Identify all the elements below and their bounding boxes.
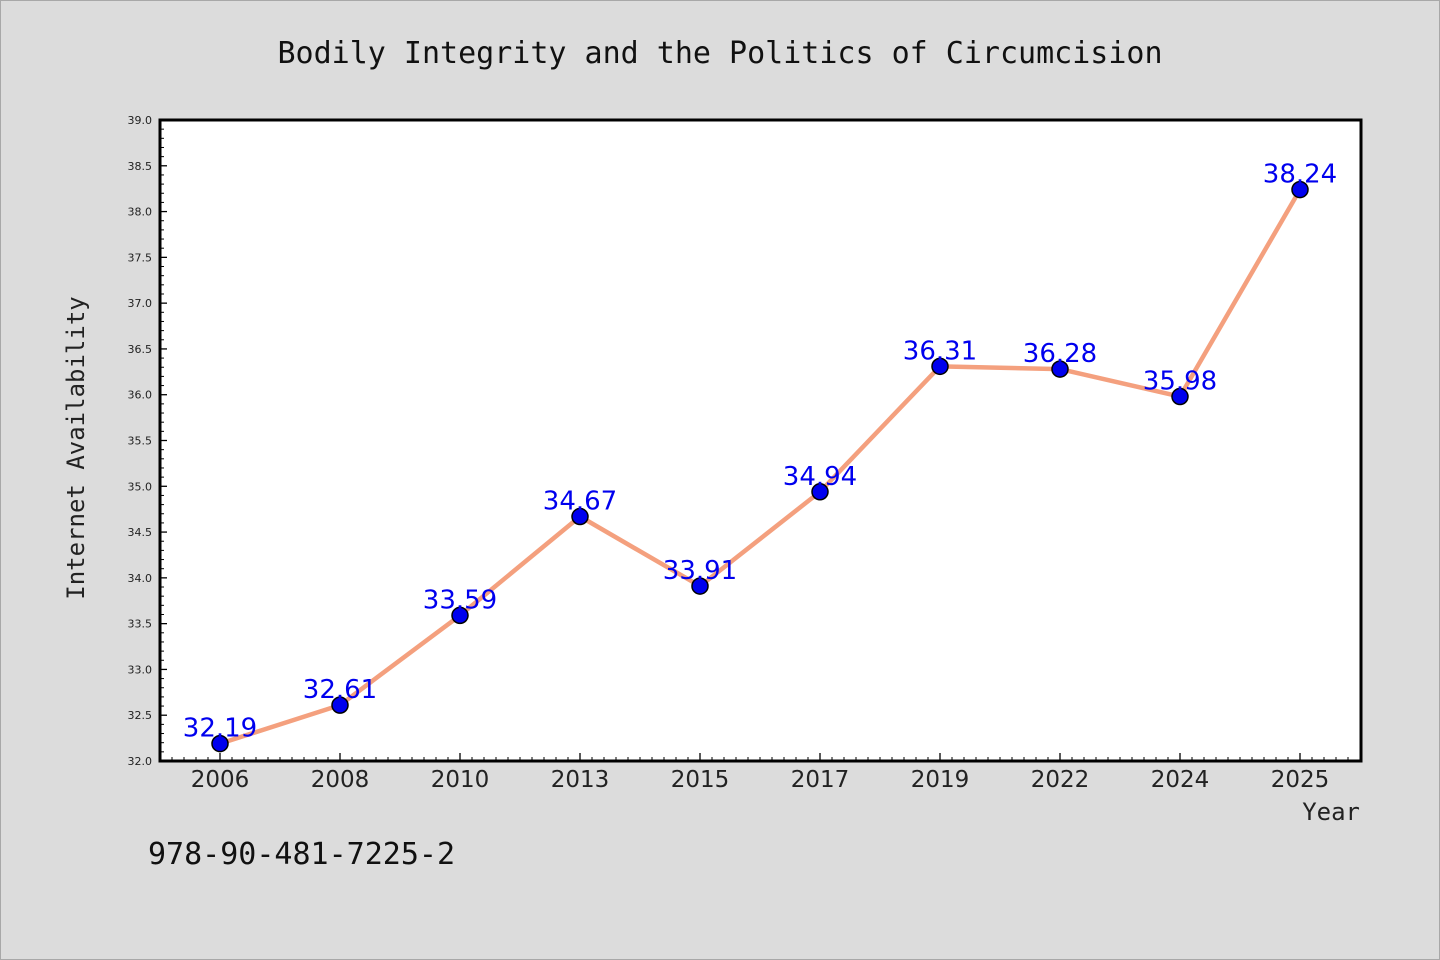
data-label: 34.67 [543,487,617,517]
x-tick-label: 2017 [791,767,850,793]
plot-border [158,118,1363,763]
x-tick-label: 2015 [671,767,730,793]
y-tick-label: 33.5 [128,618,153,631]
x-tick-label: 2010 [431,767,490,793]
data-point [931,357,949,376]
data-label: 36.28 [1023,339,1097,369]
x-tick-label: 2025 [1271,767,1330,793]
data-point [1051,360,1069,378]
y-tick-label: 37.0 [128,297,153,310]
data-point [331,696,349,714]
y-axis-label: Internet Availability [62,296,90,599]
data-label: 34.94 [783,462,857,492]
x-tick-label: 2024 [1151,767,1210,793]
y-tick-label: 34.5 [128,526,153,539]
data-label: 33.59 [423,585,497,615]
data-label: 38.24 [1263,160,1337,190]
x-tick-label: 2013 [551,767,610,793]
data-point [1291,180,1309,199]
y-tick-label: 36.5 [128,343,153,356]
y-tick-label: 37.5 [128,251,153,264]
y-tick-label: 32.5 [128,709,153,722]
y-tick-label: 36.0 [128,389,153,402]
y-tick-label: 35.0 [128,480,153,493]
x-tick-label: 2022 [1031,767,1090,793]
data-point [211,734,229,753]
x-axis-label: Year [1302,798,1360,826]
y-tick-label: 38.0 [128,206,153,219]
x-tick-label: 2008 [311,767,370,793]
x-tick-label: 2019 [911,767,970,793]
x-tick-label: 2006 [191,767,250,793]
data-point [451,606,469,625]
data-label: 35.98 [1143,367,1217,397]
series-markers [211,180,1309,753]
y-tick-label: 32.0 [128,755,153,768]
y-tick-label: 39.0 [128,114,153,127]
data-label: 33.91 [663,556,737,586]
data-label: 36.31 [903,336,977,366]
data-point [691,577,709,595]
chart-title: Bodily Integrity and the Politics of Cir… [277,36,1162,71]
y-tick-label: 35.5 [128,435,153,448]
y-axis: 32.0 32.5 33.0 33.5 34.0 34.5 35.0 35.5 36.0 36.5… [128,114,167,768]
y-tick-label: 33.0 [128,663,153,676]
y-tick-label: 34.0 [128,572,153,585]
plot-area [160,120,1361,761]
data-label: 32.61 [303,675,377,705]
series-line [217,187,1303,746]
data-labels: 32.19 32.61 33.59 34.67 33.91 34.94 36.31 36.28… [183,160,1337,744]
data-point [571,507,589,526]
x-axis: 2006 2008 2010 2013 2015 2017 2019 2022 2024 2025 [171,753,1361,793]
data-label: 32.19 [183,714,257,744]
data-point [1171,387,1189,406]
isbn-text: 978-90-481-7225-2 [148,837,455,872]
y-tick-label: 38.5 [128,160,153,173]
data-point [811,483,829,501]
